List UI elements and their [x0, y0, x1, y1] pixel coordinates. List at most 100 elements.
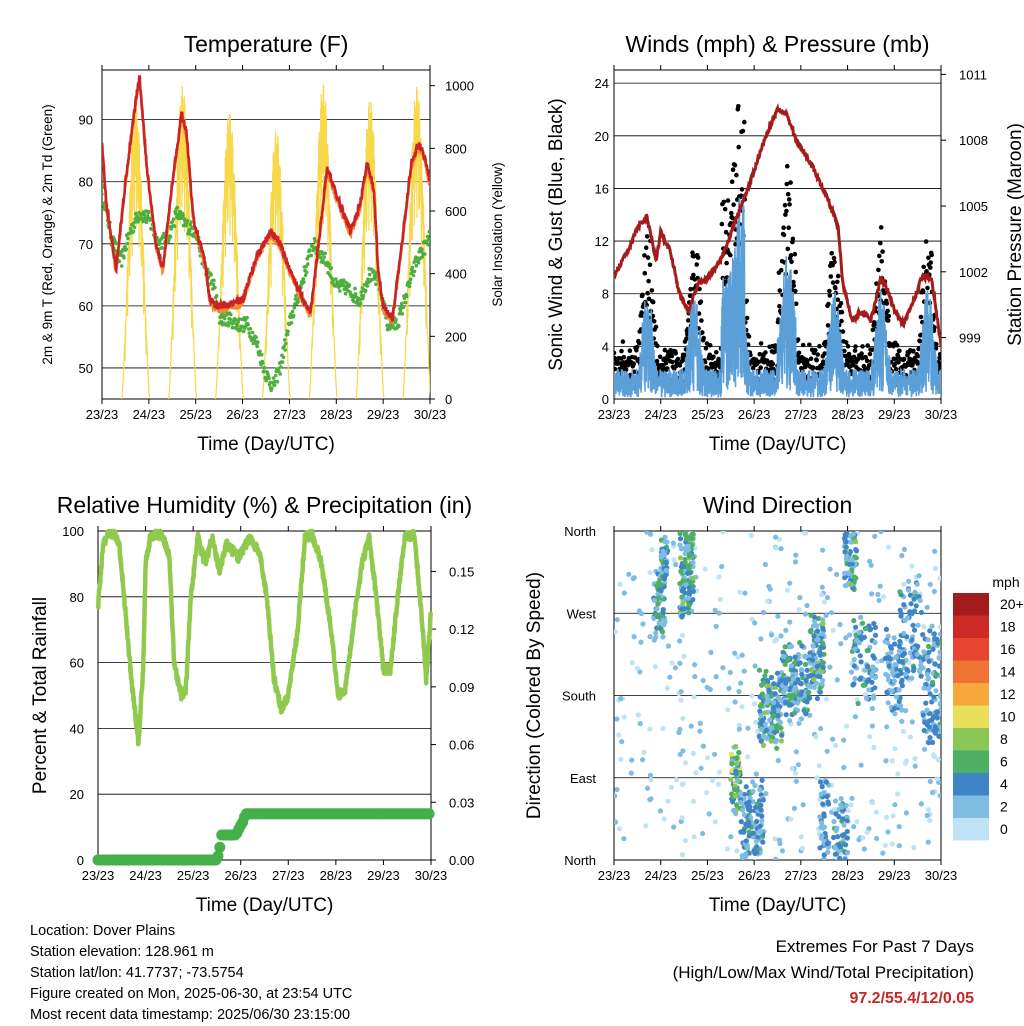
direction-point [731, 786, 738, 793]
direction-point [786, 644, 792, 650]
direction-point [679, 852, 686, 858]
gust-point [723, 279, 728, 285]
gust-point [917, 338, 923, 344]
temp-2m-line [102, 75, 430, 322]
direction-point [926, 740, 932, 746]
extremes-box: Extremes For Past 7 Days (High/Low/Max W… [673, 934, 974, 1012]
direction-point [931, 753, 937, 760]
dewpoint-point [343, 291, 348, 296]
direction-point [691, 694, 697, 700]
direction-point [751, 701, 758, 707]
gust-point [830, 280, 836, 285]
direction-point [872, 685, 878, 691]
gust-point [700, 330, 705, 335]
latlon-text: Station lat/lon: 41.7737; -73.5754 [30, 965, 244, 981]
direction-point [797, 660, 803, 666]
direction-point [871, 668, 877, 674]
direction-point [896, 687, 902, 693]
direction-point [818, 725, 824, 732]
direction-point [806, 689, 812, 695]
direction-point [804, 699, 810, 705]
legend-swatch [953, 638, 989, 661]
direction-point [818, 835, 825, 841]
direction-point [782, 661, 788, 668]
direction-point [886, 663, 892, 669]
gust-point [800, 342, 806, 348]
direction-point [864, 648, 870, 654]
direction-point [689, 531, 694, 532]
extremes-title: Extremes For Past 7 Days [775, 937, 974, 956]
direction-point [734, 778, 740, 784]
direction-point [757, 708, 763, 714]
direction-point [938, 694, 941, 700]
gust-point [796, 350, 802, 356]
y-axis-label: Percent & Total Rainfall [30, 597, 51, 794]
direction-point [736, 722, 743, 729]
direction-point [679, 632, 686, 639]
direction-point [848, 802, 854, 808]
direction-point [922, 719, 928, 726]
dewpoint-point [290, 309, 295, 314]
direction-point [745, 725, 751, 731]
direction-point [803, 531, 809, 536]
dewpoint-point [322, 255, 326, 259]
direction-point [910, 622, 916, 628]
dewpoint-point [245, 315, 249, 320]
direction-point [788, 702, 794, 708]
dewpoint-point [213, 285, 217, 290]
direction-point [677, 536, 684, 542]
direction-point [690, 798, 697, 805]
direction-point [741, 791, 748, 798]
direction-point [731, 807, 737, 814]
direction-point [753, 804, 759, 810]
direction-point [795, 762, 801, 768]
direction-point [911, 665, 917, 672]
y2-tick-label: 1005 [959, 199, 988, 214]
dewpoint-point [304, 270, 309, 275]
direction-point [870, 653, 876, 659]
direction-point [757, 787, 763, 793]
direction-point [851, 657, 857, 663]
direction-point [647, 772, 654, 779]
direction-point [658, 582, 664, 588]
direction-point [847, 561, 853, 567]
direction-point [887, 656, 893, 662]
direction-point [713, 623, 719, 630]
gust-point [696, 311, 702, 316]
gust-point [814, 357, 819, 363]
gust-point [777, 304, 782, 309]
direction-point [796, 720, 802, 727]
direction-point [907, 734, 914, 740]
direction-point [739, 704, 745, 710]
gust-point [728, 252, 733, 258]
x-tick-label-2: 27/23 [785, 407, 818, 422]
gust-point [788, 180, 793, 185]
direction-point [927, 581, 933, 587]
gust-point [795, 337, 801, 342]
direction-point [895, 791, 901, 797]
direction-point [819, 681, 825, 687]
gust-point [695, 255, 701, 260]
direction-point [907, 650, 914, 656]
direction-point [927, 691, 933, 697]
dewpoint-point [271, 376, 276, 380]
direction-point [673, 561, 679, 568]
direction-point [774, 670, 781, 676]
direction-point [921, 624, 927, 630]
gust-point [791, 283, 797, 288]
gust-point [730, 215, 735, 221]
legend-label: 20+ [1000, 596, 1024, 612]
direction-point [857, 653, 863, 659]
x-tick-label-4: 25/23 [691, 868, 724, 883]
dewpoint-point [412, 269, 417, 274]
x-tick-label-4: 30/23 [925, 868, 958, 883]
dewpoint-point [140, 216, 144, 221]
direction-point [883, 758, 889, 764]
direction-point [789, 766, 795, 772]
dewpoint-point [226, 323, 231, 328]
direction-point [686, 610, 692, 616]
dewpoint-point [420, 254, 425, 259]
y-tick-label: 60 [79, 299, 93, 314]
direction-point [820, 625, 826, 631]
